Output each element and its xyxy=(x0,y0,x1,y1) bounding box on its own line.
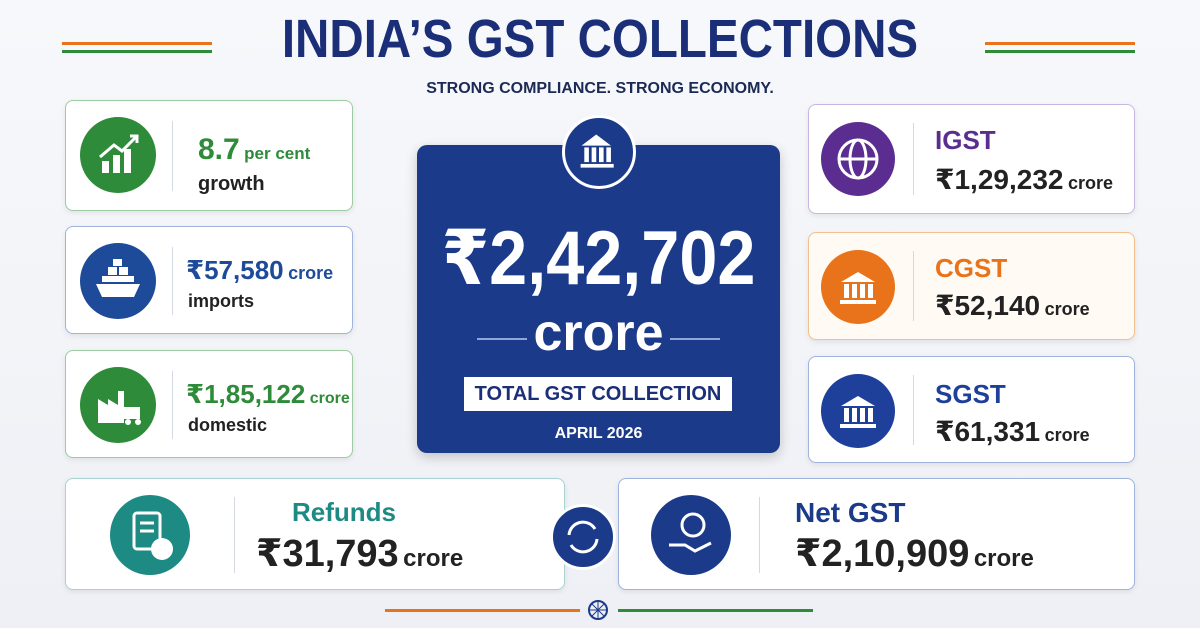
refunds-card: Refunds ₹31,793 crore xyxy=(65,478,565,590)
separator xyxy=(913,251,914,321)
separator xyxy=(759,497,760,573)
growth-value: 8.7 xyxy=(198,133,240,166)
igst-label: IGST xyxy=(935,125,996,155)
total-panel: ₹2,42,702 crore TOTAL GST COLLECTION APR… xyxy=(417,115,780,453)
chakra xyxy=(587,599,609,621)
cgst-value: ₹52,140 xyxy=(935,290,1041,321)
swap-icon xyxy=(550,504,616,570)
separator xyxy=(172,121,173,191)
cgst-label: CGST xyxy=(935,253,1008,283)
total-amount: ₹2,42,702 xyxy=(441,216,756,301)
flag-line-orange xyxy=(385,609,580,612)
growth-card: 8.7 per cent growth xyxy=(65,100,353,211)
bank-icon xyxy=(562,115,636,189)
cgst-icon xyxy=(821,250,895,324)
sgst-icon xyxy=(821,374,895,448)
domestic-label: domestic xyxy=(188,415,268,435)
imports-card: ₹57,580 crore imports xyxy=(65,226,353,334)
refunds-unit: crore xyxy=(403,545,464,572)
period: APRIL 2026 xyxy=(554,425,643,442)
flag-line-orange xyxy=(62,42,212,45)
flag-line-green xyxy=(985,50,1135,53)
flag-line-orange xyxy=(985,42,1135,45)
domestic-icon xyxy=(80,367,156,443)
imports-value: ₹57,580 xyxy=(186,255,284,285)
growth-icon xyxy=(80,117,156,193)
domestic-value: ₹1,85,122 xyxy=(186,379,306,409)
igst-unit: crore xyxy=(1067,173,1113,193)
imports-label: imports xyxy=(188,291,255,311)
flag-line-green xyxy=(618,609,813,612)
net-gst-value: ₹2,10,909 xyxy=(795,533,970,575)
separator xyxy=(913,375,914,445)
cgst-unit: crore xyxy=(1044,299,1090,319)
separator xyxy=(234,497,235,573)
cgst-card: CGST ₹52,140 crore xyxy=(808,232,1135,340)
igst-icon xyxy=(821,122,895,196)
growth-label: growth xyxy=(198,173,265,195)
total-unit: crore xyxy=(533,304,664,362)
imports-icon xyxy=(80,243,156,319)
subtitle: STRONG COMPLIANCE. STRONG ECONOMY. xyxy=(426,80,774,97)
separator xyxy=(172,371,173,439)
igst-value: ₹1,29,232 xyxy=(935,164,1064,195)
separator xyxy=(913,123,914,195)
net-gst-icon xyxy=(651,495,731,575)
net-gst-label: Net GST xyxy=(795,497,906,528)
domestic-unit: crore xyxy=(309,390,350,407)
total-label: TOTAL GST COLLECTION xyxy=(464,377,732,411)
sgst-label: SGST xyxy=(935,379,1006,409)
sgst-unit: crore xyxy=(1044,425,1090,445)
refunds-icon xyxy=(110,495,190,575)
growth-unit: per cent xyxy=(244,144,311,163)
sgst-value: ₹61,331 xyxy=(935,416,1041,447)
sgst-card: SGST ₹61,331 crore xyxy=(808,356,1135,463)
title: INDIA’S GST COLLECTIONS xyxy=(281,9,919,69)
net-gst-card: Net GST ₹2,10,909 crore xyxy=(618,478,1135,590)
igst-card: IGST ₹1,29,232 crore xyxy=(808,104,1135,214)
domestic-card: ₹1,85,122 crore domestic xyxy=(65,350,353,458)
divider xyxy=(670,338,720,340)
divider xyxy=(477,338,527,340)
flag-line-green xyxy=(62,50,212,53)
separator xyxy=(172,247,173,315)
imports-unit: crore xyxy=(288,263,334,283)
refunds-value: ₹31,793 xyxy=(256,533,399,575)
net-gst-unit: crore xyxy=(973,545,1034,572)
refunds-label: Refunds xyxy=(292,497,396,527)
